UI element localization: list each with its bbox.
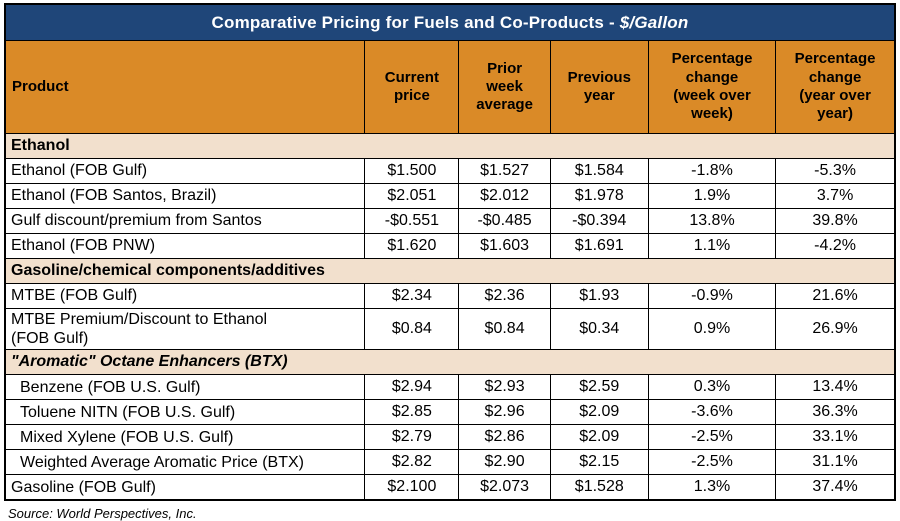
wow-value-cell: 1.1% [647,233,777,259]
col-header-previous-year: Previous year [549,40,649,134]
yoy-value-cell: 13.4% [775,374,896,401]
previous-value-cell: $1.528 [549,474,649,501]
current-value-cell: $2.051 [364,183,460,209]
product-cell: MTBE Premium/Discount to Ethanol (FOB Gu… [4,307,366,351]
col-header-current-price: Current price [364,40,460,134]
table-row: MTBE (FOB Gulf) $2.34 $2.36 $1.93 -0.9% 21.6% [4,283,896,309]
section-header-label: Gasoline/chemical components/additives [4,258,896,284]
prior-value-cell: $1.603 [458,233,551,259]
yoy-value-cell: 3.7% [775,183,896,209]
wow-value-cell: -2.5% [647,424,777,451]
previous-value-cell: $2.09 [549,424,649,451]
prior-value-cell: $2.96 [458,399,551,426]
yoy-value-cell: 36.3% [775,399,896,426]
current-value-cell: $1.500 [364,158,460,184]
product-cell: Ethanol (FOB Santos, Brazil) [4,183,366,209]
wow-value-cell: 1.3% [647,474,777,501]
prior-value-cell: $1.527 [458,158,551,184]
yoy-value-cell: 39.8% [775,208,896,234]
table-row: MTBE Premium/Discount to Ethanol (FOB Gu… [4,307,896,351]
prior-value-cell: $0.84 [458,307,551,351]
prior-value-cell: $2.93 [458,374,551,401]
wow-value-cell: 0.3% [647,374,777,401]
previous-value-cell: $1.93 [549,283,649,309]
prior-value-cell: -$0.485 [458,208,551,234]
previous-value-cell: $2.59 [549,374,649,401]
title-row: Comparative Pricing for Fuels and Co-Pro… [4,3,896,41]
previous-value-cell: $2.15 [549,449,649,476]
table-title: Comparative Pricing for Fuels and Co-Pro… [4,3,896,41]
table-row: Weighted Average Aromatic Price (BTX) $2.… [4,449,896,476]
section-header-row: "Aromatic" Octane Enhancers (BTX) [4,349,896,376]
product-cell: MTBE (FOB Gulf) [4,283,366,309]
yoy-value-cell: -5.3% [775,158,896,184]
col-header-prior-week-average: Prior week average [458,40,551,134]
previous-value-cell: $0.34 [549,307,649,351]
yoy-value-cell: 33.1% [775,424,896,451]
yoy-value-cell: 37.4% [775,474,896,501]
wow-value-cell: -2.5% [647,449,777,476]
title-text: Comparative Pricing for Fuels and Co-Pro… [211,12,620,32]
current-value-cell: $0.84 [364,307,460,351]
table-row: Ethanol (FOB PNW) $1.620 $1.603 $1.691 1.1% -… [4,233,896,259]
previous-value-cell: $1.584 [549,158,649,184]
product-cell: Ethanol (FOB Gulf) [4,158,366,184]
col-header-pct-change-wow: Percentage change (week over week) [647,40,777,134]
product-cell: Gulf discount/premium from Santos [4,208,366,234]
yoy-value-cell: 21.6% [775,283,896,309]
prior-value-cell: $2.012 [458,183,551,209]
product-cell: Ethanol (FOB PNW) [4,233,366,259]
current-value-cell: $2.94 [364,374,460,401]
table-row: Gasoline (FOB Gulf) $2.100 $2.073 $1.528 1.3… [4,474,896,501]
section-header-row: Gasoline/chemical components/additives [4,258,896,284]
prior-value-cell: $2.36 [458,283,551,309]
col-header-product: Product [4,40,366,134]
table-body: Ethanol Ethanol (FOB Gulf) $1.500 $1.527 $1.… [4,133,896,501]
previous-value-cell: -$0.394 [549,208,649,234]
current-value-cell: -$0.551 [364,208,460,234]
wow-value-cell: -0.9% [647,283,777,309]
current-value-cell: $2.79 [364,424,460,451]
previous-value-cell: $2.09 [549,399,649,426]
yoy-value-cell: -4.2% [775,233,896,259]
yoy-value-cell: 26.9% [775,307,896,351]
prior-value-cell: $2.86 [458,424,551,451]
section-header-row: Ethanol [4,133,896,159]
table-row: Benzene (FOB U.S. Gulf) $2.94 $2.93 $2.59 0.… [4,374,896,401]
product-cell: Toluene NITN (FOB U.S. Gulf) [4,399,366,426]
pricing-table: Comparative Pricing for Fuels and Co-Pro… [4,3,896,502]
product-cell: Gasoline (FOB Gulf) [4,474,366,501]
source-note: Source: World Perspectives, Inc. [8,506,197,521]
table-row: Ethanol (FOB Gulf) $1.500 $1.527 $1.584 -1.8… [4,158,896,184]
wow-value-cell: 13.8% [647,208,777,234]
table-row: Toluene NITN (FOB U.S. Gulf) $2.85 $2.96 $2… [4,399,896,426]
prior-value-cell: $2.90 [458,449,551,476]
current-value-cell: $1.620 [364,233,460,259]
prior-value-cell: $2.073 [458,474,551,501]
column-header-row: Product Current price Prior week average… [4,40,896,134]
table-row: Mixed Xylene (FOB U.S. Gulf) $2.79 $2.86 $2… [4,424,896,451]
current-value-cell: $2.34 [364,283,460,309]
table-row: Gulf discount/premium from Santos -$0.551… [4,208,896,234]
section-header-label: "Aromatic" Octane Enhancers (BTX) [4,349,896,376]
col-header-pct-change-yoy: Percentage change (year over year) [775,40,896,134]
product-cell: Mixed Xylene (FOB U.S. Gulf) [4,424,366,451]
current-value-cell: $2.82 [364,449,460,476]
table-row: Ethanol (FOB Santos, Brazil) $2.051 $2.012… [4,183,896,209]
current-value-cell: $2.100 [364,474,460,501]
product-cell: Weighted Average Aromatic Price (BTX) [4,449,366,476]
wow-value-cell: 0.9% [647,307,777,351]
previous-value-cell: $1.978 [549,183,649,209]
product-cell: Benzene (FOB U.S. Gulf) [4,374,366,401]
page: Comparative Pricing for Fuels and Co-Pro… [0,3,900,521]
previous-value-cell: $1.691 [549,233,649,259]
wow-value-cell: 1.9% [647,183,777,209]
wow-value-cell: -3.6% [647,399,777,426]
yoy-value-cell: 31.1% [775,449,896,476]
title-unit: $/Gallon [619,12,689,32]
wow-value-cell: -1.8% [647,158,777,184]
current-value-cell: $2.85 [364,399,460,426]
section-header-label: Ethanol [4,133,896,159]
